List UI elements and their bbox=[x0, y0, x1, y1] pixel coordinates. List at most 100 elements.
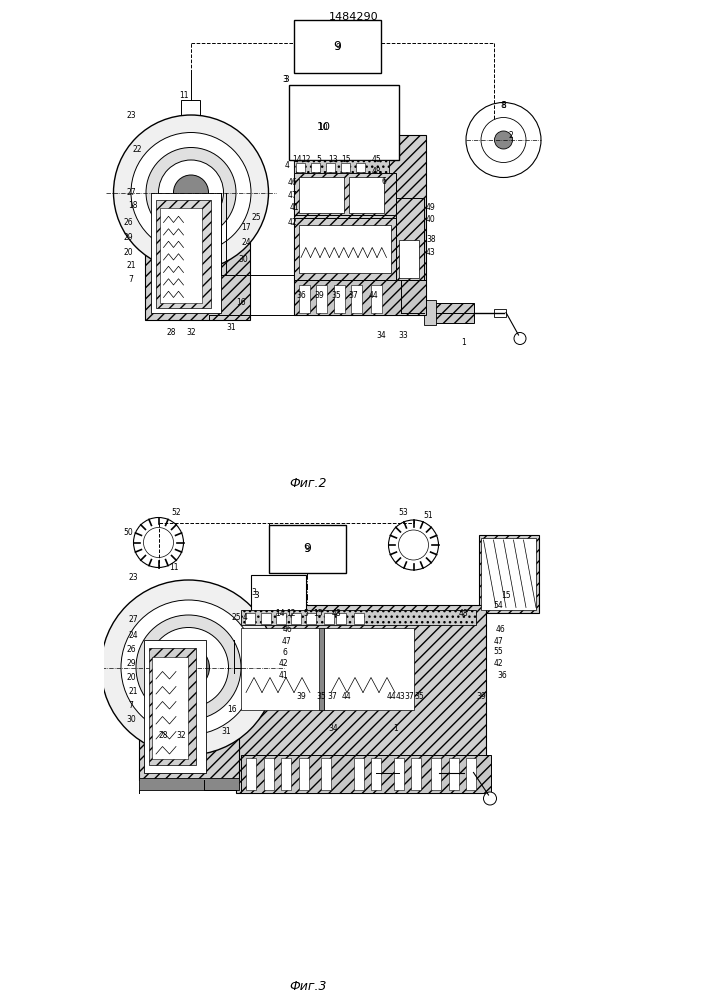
Circle shape bbox=[514, 332, 526, 344]
Bar bbox=[371, 758, 381, 790]
Bar bbox=[324, 628, 414, 710]
Bar bbox=[291, 613, 301, 624]
Circle shape bbox=[389, 520, 438, 570]
Text: 1: 1 bbox=[394, 724, 398, 733]
Bar bbox=[394, 758, 404, 790]
Bar bbox=[396, 198, 423, 282]
Bar bbox=[316, 285, 327, 312]
Text: 42: 42 bbox=[493, 660, 503, 668]
Text: 31: 31 bbox=[226, 323, 236, 332]
Text: 14: 14 bbox=[276, 609, 286, 618]
Bar bbox=[276, 613, 286, 624]
Bar bbox=[479, 535, 539, 612]
Circle shape bbox=[148, 628, 228, 708]
Text: 25: 25 bbox=[251, 213, 261, 222]
Text: 26: 26 bbox=[126, 646, 136, 654]
Text: 4: 4 bbox=[243, 613, 247, 622]
Bar bbox=[144, 640, 206, 772]
Text: 39: 39 bbox=[476, 692, 486, 701]
Bar bbox=[261, 613, 271, 624]
Text: 42: 42 bbox=[279, 660, 288, 668]
Text: 6: 6 bbox=[381, 176, 386, 186]
Text: 39: 39 bbox=[297, 692, 306, 701]
Text: 48: 48 bbox=[459, 609, 468, 618]
Text: 37: 37 bbox=[349, 290, 358, 300]
Bar bbox=[298, 285, 310, 312]
Text: 15: 15 bbox=[314, 609, 323, 618]
Bar bbox=[251, 575, 306, 612]
Text: 14: 14 bbox=[292, 154, 302, 163]
Text: 10: 10 bbox=[317, 122, 330, 132]
Text: 20: 20 bbox=[124, 248, 134, 257]
Text: 27: 27 bbox=[126, 188, 136, 197]
Text: 20: 20 bbox=[126, 673, 136, 682]
Text: 8: 8 bbox=[501, 101, 506, 109]
Text: Фиг.3: Фиг.3 bbox=[290, 980, 327, 992]
Text: 41: 41 bbox=[290, 203, 299, 212]
Text: 8: 8 bbox=[501, 101, 506, 109]
Text: 31: 31 bbox=[221, 727, 230, 736]
Text: 5: 5 bbox=[303, 609, 308, 618]
Text: 35: 35 bbox=[316, 692, 326, 701]
Text: 7: 7 bbox=[129, 700, 134, 710]
Text: 15: 15 bbox=[341, 154, 351, 163]
Bar bbox=[236, 605, 486, 792]
Text: 44: 44 bbox=[387, 692, 397, 701]
Text: 3: 3 bbox=[253, 590, 259, 599]
Bar bbox=[448, 758, 459, 790]
Bar bbox=[371, 285, 382, 312]
Bar bbox=[148, 648, 196, 765]
Text: 9: 9 bbox=[335, 43, 340, 52]
Bar bbox=[399, 762, 438, 782]
Bar bbox=[318, 628, 324, 710]
Text: 32: 32 bbox=[186, 328, 196, 337]
Text: 32: 32 bbox=[176, 732, 186, 740]
Text: 55: 55 bbox=[493, 647, 503, 656]
Bar bbox=[461, 768, 474, 776]
Text: 44: 44 bbox=[341, 692, 351, 701]
Bar bbox=[293, 135, 426, 315]
Text: 17: 17 bbox=[241, 223, 251, 232]
Bar bbox=[281, 758, 291, 790]
Text: 49: 49 bbox=[426, 203, 436, 212]
Bar bbox=[241, 755, 491, 792]
Bar bbox=[493, 308, 506, 316]
Text: 48: 48 bbox=[371, 166, 381, 176]
Text: 27: 27 bbox=[129, 615, 139, 624]
Text: 34: 34 bbox=[376, 330, 386, 340]
Bar bbox=[324, 613, 334, 624]
Bar bbox=[264, 758, 274, 790]
Text: 18: 18 bbox=[128, 200, 137, 210]
Bar bbox=[311, 162, 320, 172]
Text: 34: 34 bbox=[329, 724, 339, 733]
Circle shape bbox=[131, 132, 251, 252]
Text: 10: 10 bbox=[319, 123, 328, 132]
Text: 2: 2 bbox=[508, 130, 513, 139]
Text: 41: 41 bbox=[279, 672, 288, 680]
Text: 29: 29 bbox=[124, 233, 134, 242]
Text: 35: 35 bbox=[331, 290, 341, 300]
Bar bbox=[431, 758, 441, 790]
Bar bbox=[334, 285, 344, 312]
Text: 3: 3 bbox=[283, 76, 289, 85]
Bar bbox=[298, 178, 344, 213]
Bar bbox=[354, 758, 363, 790]
Bar bbox=[241, 628, 329, 710]
Bar bbox=[349, 178, 383, 213]
Text: 3: 3 bbox=[251, 588, 256, 597]
Bar bbox=[145, 182, 250, 320]
Circle shape bbox=[494, 131, 513, 149]
Bar bbox=[246, 758, 256, 790]
Bar bbox=[306, 613, 316, 624]
Circle shape bbox=[168, 647, 209, 688]
Bar bbox=[298, 225, 391, 272]
Text: 28: 28 bbox=[159, 732, 168, 740]
Text: 37: 37 bbox=[404, 692, 414, 701]
Text: 46: 46 bbox=[288, 178, 298, 187]
Text: 30: 30 bbox=[239, 255, 248, 264]
Text: 13: 13 bbox=[329, 154, 339, 163]
Text: 9: 9 bbox=[334, 40, 341, 53]
Text: 9: 9 bbox=[305, 546, 310, 554]
Bar bbox=[151, 192, 221, 312]
Text: 33: 33 bbox=[399, 330, 409, 340]
